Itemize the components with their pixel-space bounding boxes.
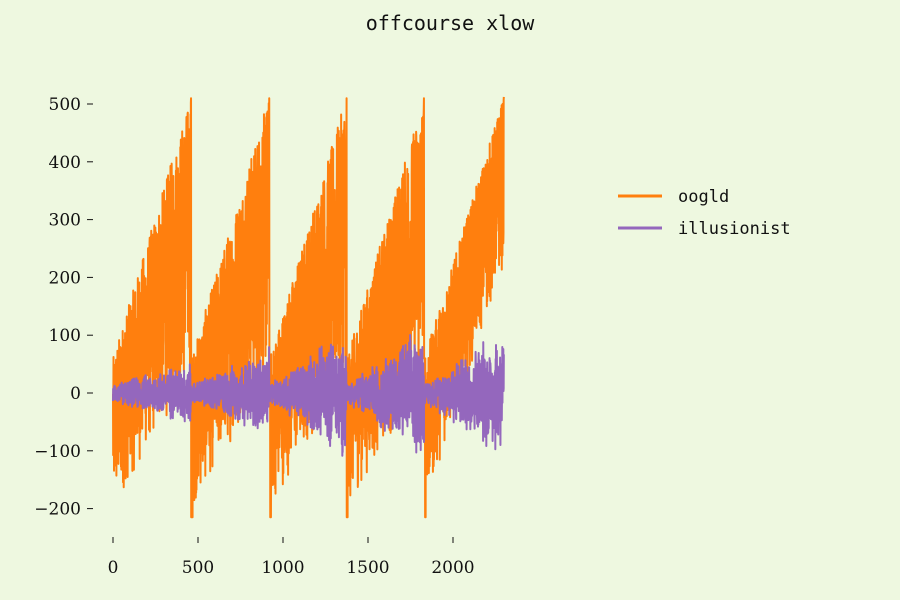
- legend-label-oogld: oogld: [678, 187, 729, 207]
- y-tick-label: 300: [49, 211, 81, 231]
- plot-area: [112, 96, 505, 519]
- y-tick-label: 200: [49, 268, 81, 288]
- y-axis: −200 −100 0 100 200 300 400 500: [34, 95, 93, 520]
- x-tick-label: 1500: [346, 558, 389, 578]
- y-tick-label: 100: [49, 326, 81, 346]
- y-tick-label: 400: [49, 153, 81, 173]
- series-oogld-line: [112, 96, 505, 519]
- chart-title: offcourse xlow: [366, 11, 536, 35]
- x-axis: 0 500 1000 1500 2000: [108, 537, 475, 578]
- y-tick-label: −200: [34, 500, 81, 520]
- x-tick-label: 1000: [261, 558, 304, 578]
- x-tick-label: 0: [108, 558, 119, 578]
- y-tick-label: 500: [49, 95, 81, 115]
- y-tick-label: 0: [70, 384, 81, 404]
- legend-label-illusionist: illusionist: [678, 219, 791, 239]
- x-tick-label: 2000: [431, 558, 474, 578]
- x-tick-label: 500: [182, 558, 214, 578]
- series-illusionist-line: [112, 333, 505, 457]
- legend: oogld illusionist: [618, 187, 791, 239]
- y-tick-label: −100: [34, 442, 81, 462]
